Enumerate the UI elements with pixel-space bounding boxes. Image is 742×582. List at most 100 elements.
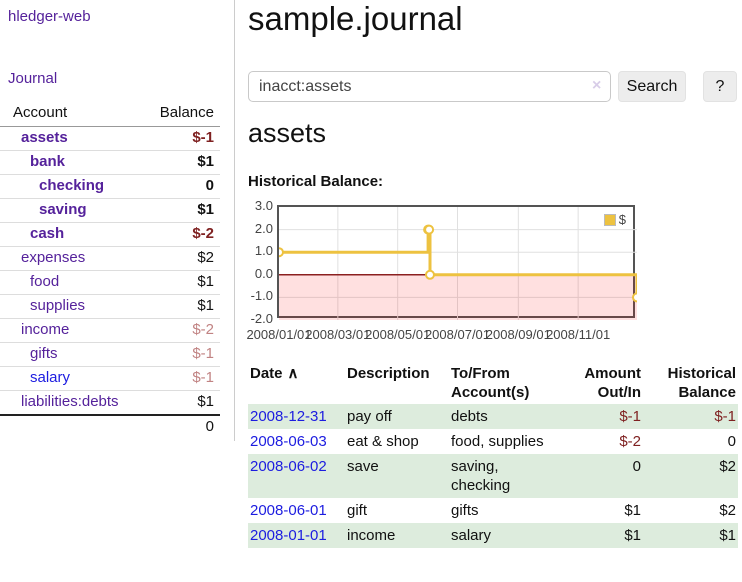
account-link[interactable]: income [21,321,70,338]
header-line1: Date ∧ [250,365,299,382]
register-header-historical: Historical Balance [643,362,738,404]
transaction-row: 2008-06-01 gift gifts $1 $2 [248,498,738,523]
sort-ascending-icon[interactable]: ∧ [287,365,299,382]
data-point-marker [632,292,637,303]
transaction-amount: 0 [632,458,641,475]
account-name-cell: bank [0,150,146,175]
x-axis-tick-label: 2008/03/01 [305,327,371,342]
help-button[interactable]: ? [703,71,737,102]
transaction-row: 2008-06-03 eat & shop food, supplies $-2 0 [248,429,738,454]
account-row: income $-2 [0,318,220,343]
app-brand-link[interactable]: hledger-web [8,8,91,25]
transaction-description: eat & shop [347,433,419,450]
chart-plot-area: $ [277,205,637,320]
account-name-cell: supplies [0,294,146,319]
transaction-balance: 0 [727,433,736,450]
header-line1: Amount [584,365,641,382]
transaction-balance: $1 [719,527,736,544]
x-axis-tick-label: 2008/05/01 [365,327,431,342]
sidebar-item-journal[interactable]: Journal [8,70,58,87]
account-link[interactable]: expenses [21,249,86,266]
account-link[interactable]: salary [30,369,71,386]
data-point-marker [279,247,284,258]
header-line1: To/From [451,365,510,382]
y-axis-tick-label: 3.0 [254,198,273,213]
register-header-description: Description [345,362,449,404]
search-button[interactable]: Search [618,71,686,102]
accounts-header-row: Account Balance [0,101,220,127]
register-header-tofrom: To/From Account(s) [449,362,559,404]
account-name-cell: salary [0,366,146,391]
transaction-amount: $1 [624,502,641,519]
legend-swatch-icon [603,213,616,226]
transaction-row: 2008-06-02 save saving, checking 0 $2 [248,454,738,498]
transaction-date-link[interactable]: 2008-12-31 [250,408,327,425]
data-point-marker [424,224,435,235]
transaction-description: pay off [347,408,392,425]
account-balance: $1 [145,294,220,319]
account-name-cell: cash [0,222,146,247]
transaction-date-link[interactable]: 2008-06-02 [250,458,327,475]
header-line1: Historical [667,365,736,382]
transaction-row: 2008-01-01 income salary $1 $1 [248,523,738,548]
accounts-total-value: 0 [145,414,220,439]
account-balance: $1 [145,270,220,295]
account-link[interactable]: saving [39,201,87,218]
y-axis-tick-label: -2.0 [250,311,273,326]
account-row: salary $-1 [0,366,220,391]
x-axis-tick-label: 2008/11/01 [546,327,611,342]
search-input[interactable] [248,71,611,102]
account-link[interactable]: checking [39,177,105,194]
transaction-accounts: debts [451,408,488,425]
accounts-header-balance: Balance [145,101,220,127]
account-balance: $-1 [145,366,220,391]
transaction-amount: $-1 [619,408,641,425]
chart-canvas [279,207,637,320]
register-header-row: Date ∧ Description To/From Account(s) Amount O… [248,362,738,404]
transaction-date-cell: 2008-06-01 [248,498,345,523]
account-row: bank $1 [0,150,220,175]
header-line2: Balance [678,384,736,401]
accounts-total-row: 0 [0,414,220,439]
account-name-cell: saving [0,198,146,223]
account-link[interactable]: supplies [30,297,86,314]
account-balance: 0 [145,174,220,199]
transaction-balance: $2 [719,502,736,519]
transaction-row: 2008-12-31 pay off debts $-1 $-1 [248,404,738,429]
account-row: checking 0 [0,174,220,199]
account-balance: $1 [145,150,220,175]
transaction-date-link[interactable]: 2008-06-01 [250,502,327,519]
account-link[interactable]: assets [21,129,68,146]
account-name-cell: checking [0,174,146,199]
chart-title: Historical Balance: [248,173,384,190]
account-link[interactable]: bank [30,153,66,170]
transaction-date-link[interactable]: 2008-01-01 [250,527,327,544]
historical-balance-chart: $ 3.0 2.0 1.0 0.0 -1.0 -2.0 2008/01/01 2008/03/… [246,198,742,345]
transaction-date-link[interactable]: 2008-06-03 [250,433,327,450]
account-row: cash $-2 [0,222,220,247]
transaction-date-cell: 2008-12-31 [248,404,345,429]
account-link[interactable]: cash [30,225,65,242]
clear-search-icon[interactable]: × [592,77,602,94]
account-balance: $2 [145,246,220,271]
transaction-amount: $-2 [619,433,641,450]
x-axis-tick-label: 2008/09/01 [485,327,551,342]
transaction-description: save [347,458,379,475]
transaction-balance: $-1 [714,408,736,425]
accounts-total-spacer [0,414,146,439]
transaction-balance: $2 [719,458,736,475]
transaction-accounts: gifts [451,502,479,519]
transaction-date-cell: 2008-01-01 [248,523,345,548]
sidebar: hledger-web Journal Account Balance asse… [0,0,235,441]
x-axis-tick-label: 2008/07/01 [424,327,491,342]
y-axis-tick-label: 0.0 [254,265,273,281]
header-line1: Description [347,365,430,382]
account-balance: $-2 [145,222,220,247]
account-balance: $-2 [145,318,220,343]
account-link[interactable]: liabilities:debts [21,393,119,410]
account-link[interactable]: food [30,273,60,290]
account-link[interactable]: gifts [30,345,58,362]
account-name-cell: liabilities:debts [0,390,146,415]
account-name-cell: expenses [0,246,146,271]
register-header-amount: Amount Out/In [559,362,643,404]
